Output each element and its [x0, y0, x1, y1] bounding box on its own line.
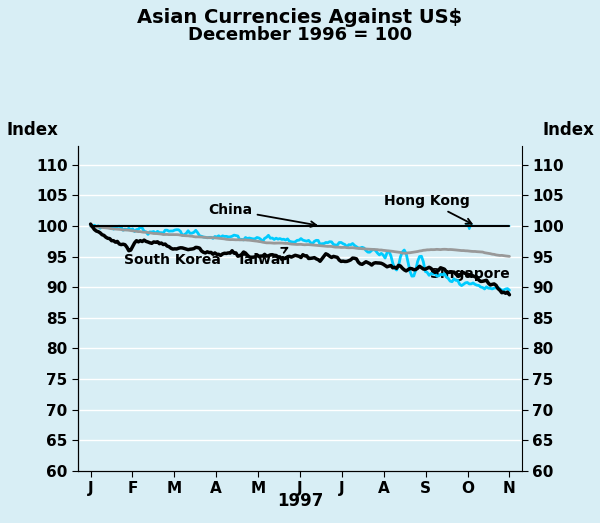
Text: China: China — [208, 203, 316, 227]
Text: 1997: 1997 — [277, 492, 323, 510]
Text: Singapore: Singapore — [430, 267, 509, 281]
Text: Index: Index — [6, 121, 58, 139]
Text: Index: Index — [542, 121, 594, 139]
Text: December 1996 = 100: December 1996 = 100 — [188, 26, 412, 44]
Text: South Korea: South Korea — [124, 253, 221, 267]
Text: Taiwan: Taiwan — [237, 248, 292, 267]
Text: Hong Kong: Hong Kong — [384, 194, 472, 224]
Text: Asian Currencies Against US$: Asian Currencies Against US$ — [137, 8, 463, 27]
